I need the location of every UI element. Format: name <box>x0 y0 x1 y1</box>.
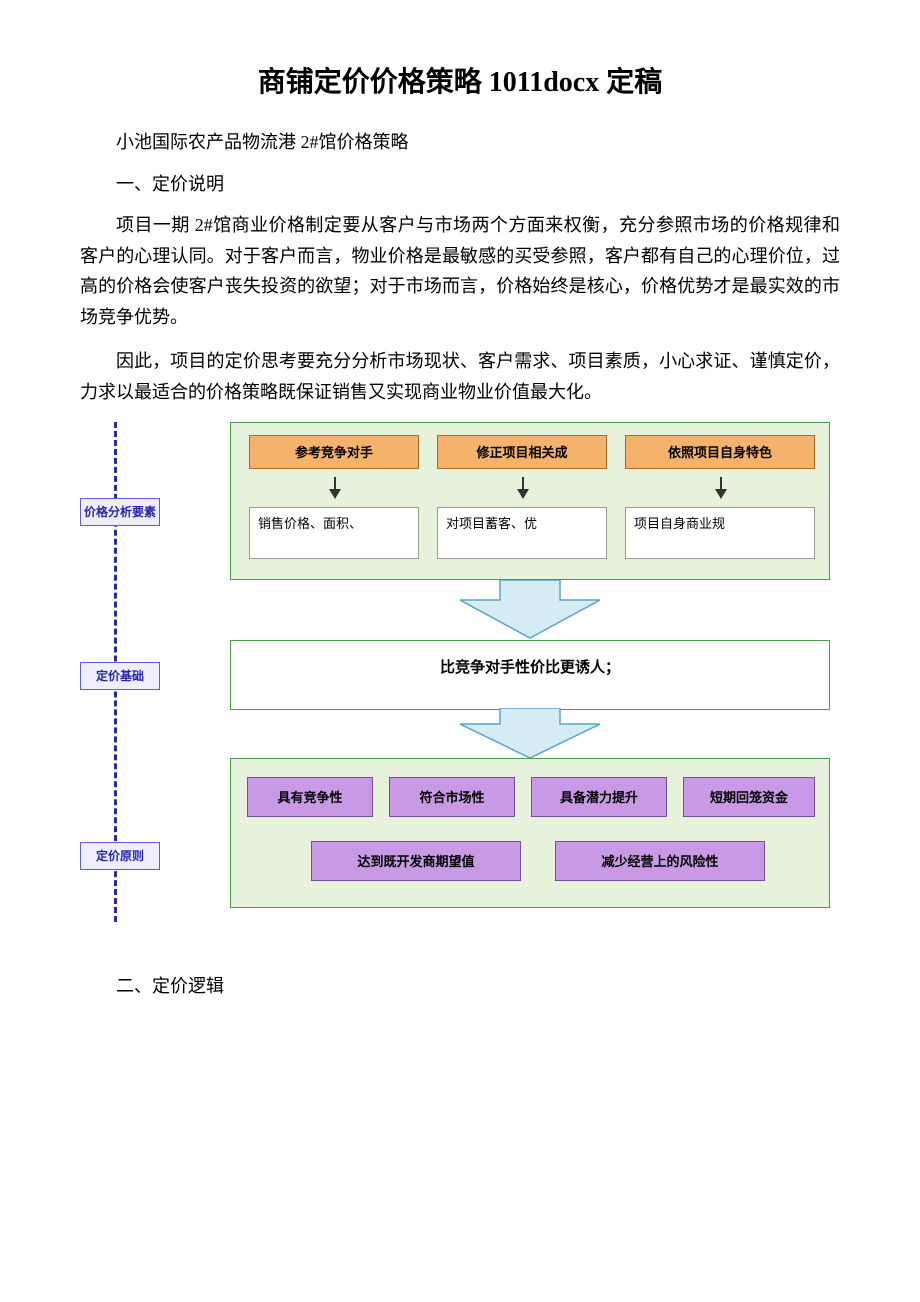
section-1-heading: 一、定价说明 <box>80 170 840 196</box>
pricing-diagram: www.bdocx.com 价格分析要素 定价基础 定价原则 参考竞争对手 修正… <box>80 422 840 962</box>
arrow-down-icon <box>329 489 341 499</box>
white-box-customer: 对项目蓄客、优 <box>437 507 607 559</box>
purple-box-risk: 减少经营上的风险性 <box>555 841 765 881</box>
paragraph-1: 项目一期 2#馆商业价格制定要从客户与市场两个方面来权衡，充分参照市场的价格规律… <box>80 210 840 332</box>
big-arrow-down-icon <box>460 580 600 640</box>
subtitle: 小池国际农产品物流港 2#馆价格策略 <box>80 128 840 154</box>
page-title: 商铺定价价格策略 1011docx 定稿 <box>80 60 840 100</box>
white-box-sales: 销售价格、面积、 <box>249 507 419 559</box>
purple-box-expectation: 达到既开发商期望值 <box>311 841 521 881</box>
arrow-down-icon <box>715 489 727 499</box>
basis-text-line1: 比竞争对手性价比更诱人； <box>231 641 829 682</box>
purple-box-market: 符合市场性 <box>389 777 515 817</box>
side-label-analysis: 价格分析要素 <box>80 498 160 526</box>
panel-basis: 比竞争对手性价比更诱人； <box>230 640 830 710</box>
orange-box-feature: 依照项目自身特色 <box>625 435 815 469</box>
paragraph-2: 因此，项目的定价思考要充分分析市场现状、客户需求、项目素质，小心求证、谨慎定价，… <box>80 346 840 407</box>
section-2-heading: 二、定价逻辑 <box>80 972 840 998</box>
arrow-down-icon <box>517 489 529 499</box>
panel-analysis: 参考竞争对手 修正项目相关成 依照项目自身特色 销售价格、面积、 对项目蓄客、优… <box>230 422 830 580</box>
orange-box-competitor: 参考竞争对手 <box>249 435 419 469</box>
side-label-principle: 定价原则 <box>80 842 160 870</box>
purple-box-cashback: 短期回笼资金 <box>683 777 815 817</box>
white-box-scale: 项目自身商业规 <box>625 507 815 559</box>
purple-box-potential: 具备潜力提升 <box>531 777 667 817</box>
purple-box-competitive: 具有竞争性 <box>247 777 373 817</box>
side-label-basis: 定价基础 <box>80 662 160 690</box>
panel-principle: 具有竞争性 符合市场性 具备潜力提升 短期回笼资金 达到既开发商期望值 减少经营… <box>230 758 830 908</box>
big-arrow-down-icon <box>460 708 600 760</box>
orange-box-cost: 修正项目相关成 <box>437 435 607 469</box>
